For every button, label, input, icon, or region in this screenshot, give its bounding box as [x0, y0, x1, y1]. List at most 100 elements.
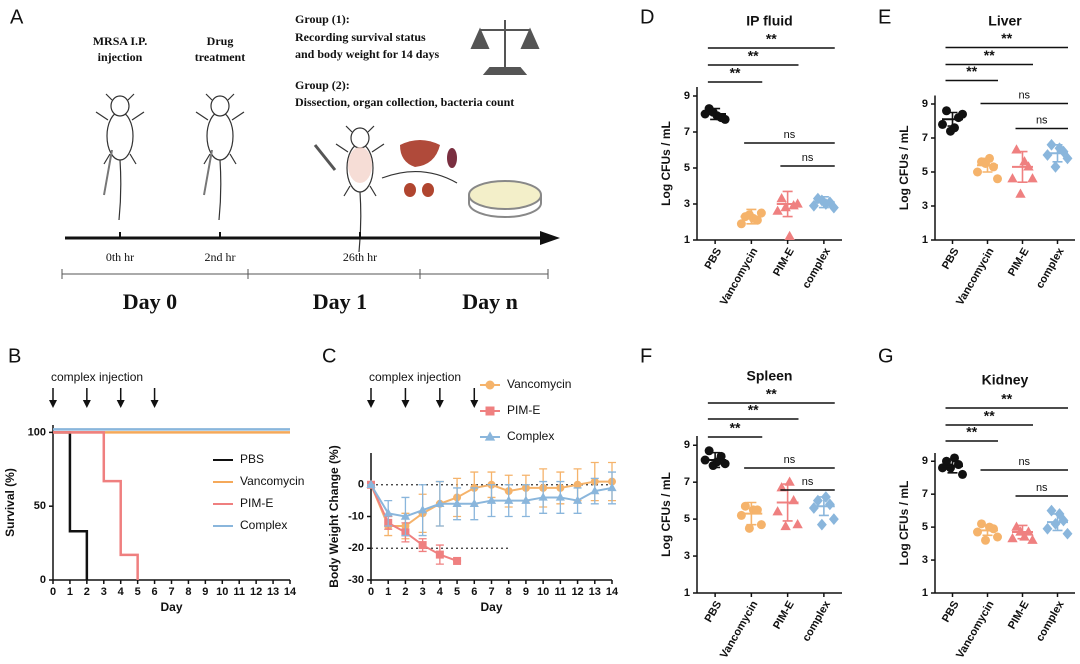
data-point — [1007, 533, 1018, 543]
significance-label: ns — [1036, 482, 1048, 494]
y-axis-label: Log CFUs / mL — [897, 481, 911, 566]
data-point — [607, 482, 617, 492]
data-point — [981, 535, 990, 545]
data-point — [946, 463, 955, 473]
annotation: complex injection — [51, 370, 143, 384]
x-tick-label: PBS — [940, 599, 962, 625]
data-point — [950, 453, 959, 463]
y-tick-label: 7 — [922, 132, 928, 144]
x-tick-label: 6 — [152, 586, 158, 598]
data-point — [958, 109, 967, 119]
y-tick-label: 5 — [922, 521, 928, 533]
data-point — [418, 505, 428, 514]
x-tick-label: 6 — [471, 586, 477, 598]
data-point — [1046, 504, 1057, 517]
significance-label: ns — [1036, 114, 1048, 126]
x-tick-label: 5 — [454, 586, 460, 598]
x-tick-label: 13 — [267, 586, 279, 598]
y-tick-label: 3 — [922, 554, 928, 566]
significance-label: ns — [802, 476, 814, 488]
x-tick-label: 10 — [216, 586, 228, 598]
y-tick-label: 9 — [684, 439, 690, 451]
data-point — [720, 114, 730, 124]
data-point — [942, 106, 951, 116]
sd-bar — [947, 458, 958, 474]
data-point — [784, 230, 795, 240]
significance-label: ** — [748, 48, 759, 64]
data-point — [504, 495, 514, 504]
significance-label: ** — [966, 63, 977, 79]
data-point — [772, 205, 783, 215]
significance-label: ns — [802, 152, 814, 164]
data-point — [453, 556, 462, 565]
data-point — [452, 498, 462, 507]
x-tick-label: 1 — [67, 586, 73, 598]
data-point — [1027, 173, 1038, 183]
x-tick-label: 4 — [437, 586, 444, 598]
significance-label: ** — [766, 386, 777, 402]
chart-title: Liver — [988, 13, 1022, 29]
data-point — [435, 550, 444, 559]
sd-bar — [818, 496, 829, 517]
legend-label: Complex — [240, 518, 287, 532]
x-tick-label: 13 — [589, 586, 601, 598]
data-point — [1062, 527, 1073, 540]
y-tick-label: 5 — [922, 166, 928, 178]
x-tick-label: complex — [800, 598, 833, 643]
sd-bar — [710, 107, 721, 121]
data-point — [824, 498, 835, 511]
x-tick-label: 0 — [50, 586, 56, 598]
annotation-arrowhead — [435, 400, 444, 408]
x-tick-label: PIM-E — [771, 599, 797, 631]
y-tick-label: 1 — [922, 587, 928, 599]
x-tick-label: PIM-E — [771, 246, 797, 278]
y-tick-label: 0 — [40, 574, 46, 586]
sd-bar — [1017, 524, 1028, 540]
data-point — [1011, 521, 1022, 531]
data-point — [555, 492, 565, 501]
x-tick-label: complex — [800, 245, 833, 290]
data-point — [780, 520, 791, 531]
survival-line — [53, 431, 139, 580]
sd-bar — [1052, 144, 1063, 163]
y-tick-label: -10 — [348, 510, 364, 522]
data-point — [573, 480, 582, 489]
sd-bar — [982, 157, 993, 173]
legend-marker — [485, 406, 495, 416]
significance-label: ns — [1018, 89, 1030, 101]
data-point — [521, 495, 531, 504]
y-tick-label: -30 — [348, 574, 364, 586]
significance-label: ** — [1001, 30, 1012, 46]
y-tick-label: 7 — [922, 488, 928, 500]
day-label: Day 1 — [313, 289, 367, 314]
y-tick-label: 1 — [684, 234, 690, 246]
x-tick-label: 3 — [420, 586, 426, 598]
data-point — [1027, 534, 1038, 544]
annotation: complex injection — [369, 370, 461, 384]
sd-bar — [1052, 513, 1063, 532]
data-point — [816, 518, 827, 531]
sd-bar — [1017, 150, 1028, 183]
significance-label: ns — [1018, 456, 1030, 468]
y-tick-label: 9 — [922, 98, 928, 110]
y-axis-label: Log CFUs / mL — [897, 125, 911, 210]
chart-title: Kidney — [982, 372, 1029, 388]
data-point — [740, 501, 750, 511]
chart-title: Spleen — [747, 368, 793, 384]
y-tick-label: 7 — [684, 126, 690, 138]
x-tick-label: 1 — [385, 586, 391, 598]
time-label: 2nd hr — [205, 250, 236, 264]
time-label: 26th hr — [343, 250, 377, 264]
data-point — [1019, 156, 1030, 166]
data-point — [1042, 149, 1053, 161]
data-point — [1023, 526, 1034, 536]
data-point — [1042, 522, 1053, 535]
x-tick-label: 9 — [202, 586, 208, 598]
x-tick-label: PBS — [703, 599, 725, 625]
significance-label: ** — [766, 31, 777, 47]
data-point — [958, 469, 967, 479]
group-text: Group (2): — [295, 78, 350, 92]
data-point — [383, 508, 393, 517]
day-label: Day n — [462, 289, 518, 314]
panel-label: B — [8, 345, 21, 367]
